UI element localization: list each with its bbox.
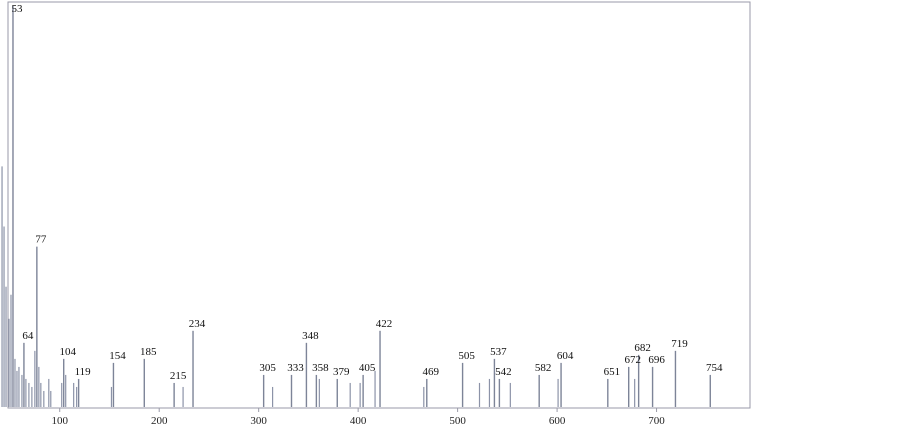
peak-label-505: 505 [458,350,475,362]
peak-label-405: 405 [359,362,376,374]
x-tick-label: 100 [51,415,68,427]
peak-label-358: 358 [312,362,329,374]
x-tick-label: 200 [151,415,168,427]
peak-label-348: 348 [302,330,319,342]
peak-label-672: 672 [624,354,641,366]
x-axis-ticks: 100 200 300 400 500 600 700 [51,408,665,427]
peak-label-185: 185 [140,346,157,358]
peak-label-651: 651 [604,366,621,378]
x-tick-label: 700 [648,415,665,427]
peak-label-64: 64 [22,330,34,342]
x-tick-label: 400 [350,415,367,427]
peak-label-422: 422 [376,318,393,330]
minor-peaks-layer [1,166,636,407]
peak-label-379: 379 [333,366,350,378]
peak-label-582: 582 [535,362,552,374]
peak-label-53: 53 [11,3,23,15]
peak-label-215: 215 [170,370,187,382]
peak-label-469: 469 [423,366,440,378]
peak-label-719: 719 [671,338,688,350]
labeled-peaks-layer [12,6,711,407]
peak-label-537: 537 [490,346,507,358]
x-tick-label: 300 [250,415,267,427]
peak-label-754: 754 [706,362,723,374]
peak-label-104: 104 [59,346,76,358]
peak-label-234: 234 [189,318,206,330]
plot-frame [7,1,751,409]
x-tick-label: 500 [449,415,466,427]
peak-label-333: 333 [287,362,304,374]
peak-label-154: 154 [109,350,126,362]
peak-label-682: 682 [634,342,651,354]
peak-label-119: 119 [75,366,92,378]
peak-label-542: 542 [495,366,512,378]
peak-label-305: 305 [259,362,276,374]
peak-labels-layer: 53 64 77 104 119 154 185 215 234 305 333 348 358 379 4… [11,3,723,382]
peak-label-604: 604 [557,350,574,362]
peak-label-77: 77 [35,234,47,246]
peak-label-696: 696 [648,354,665,366]
x-tick-label: 600 [549,415,566,427]
